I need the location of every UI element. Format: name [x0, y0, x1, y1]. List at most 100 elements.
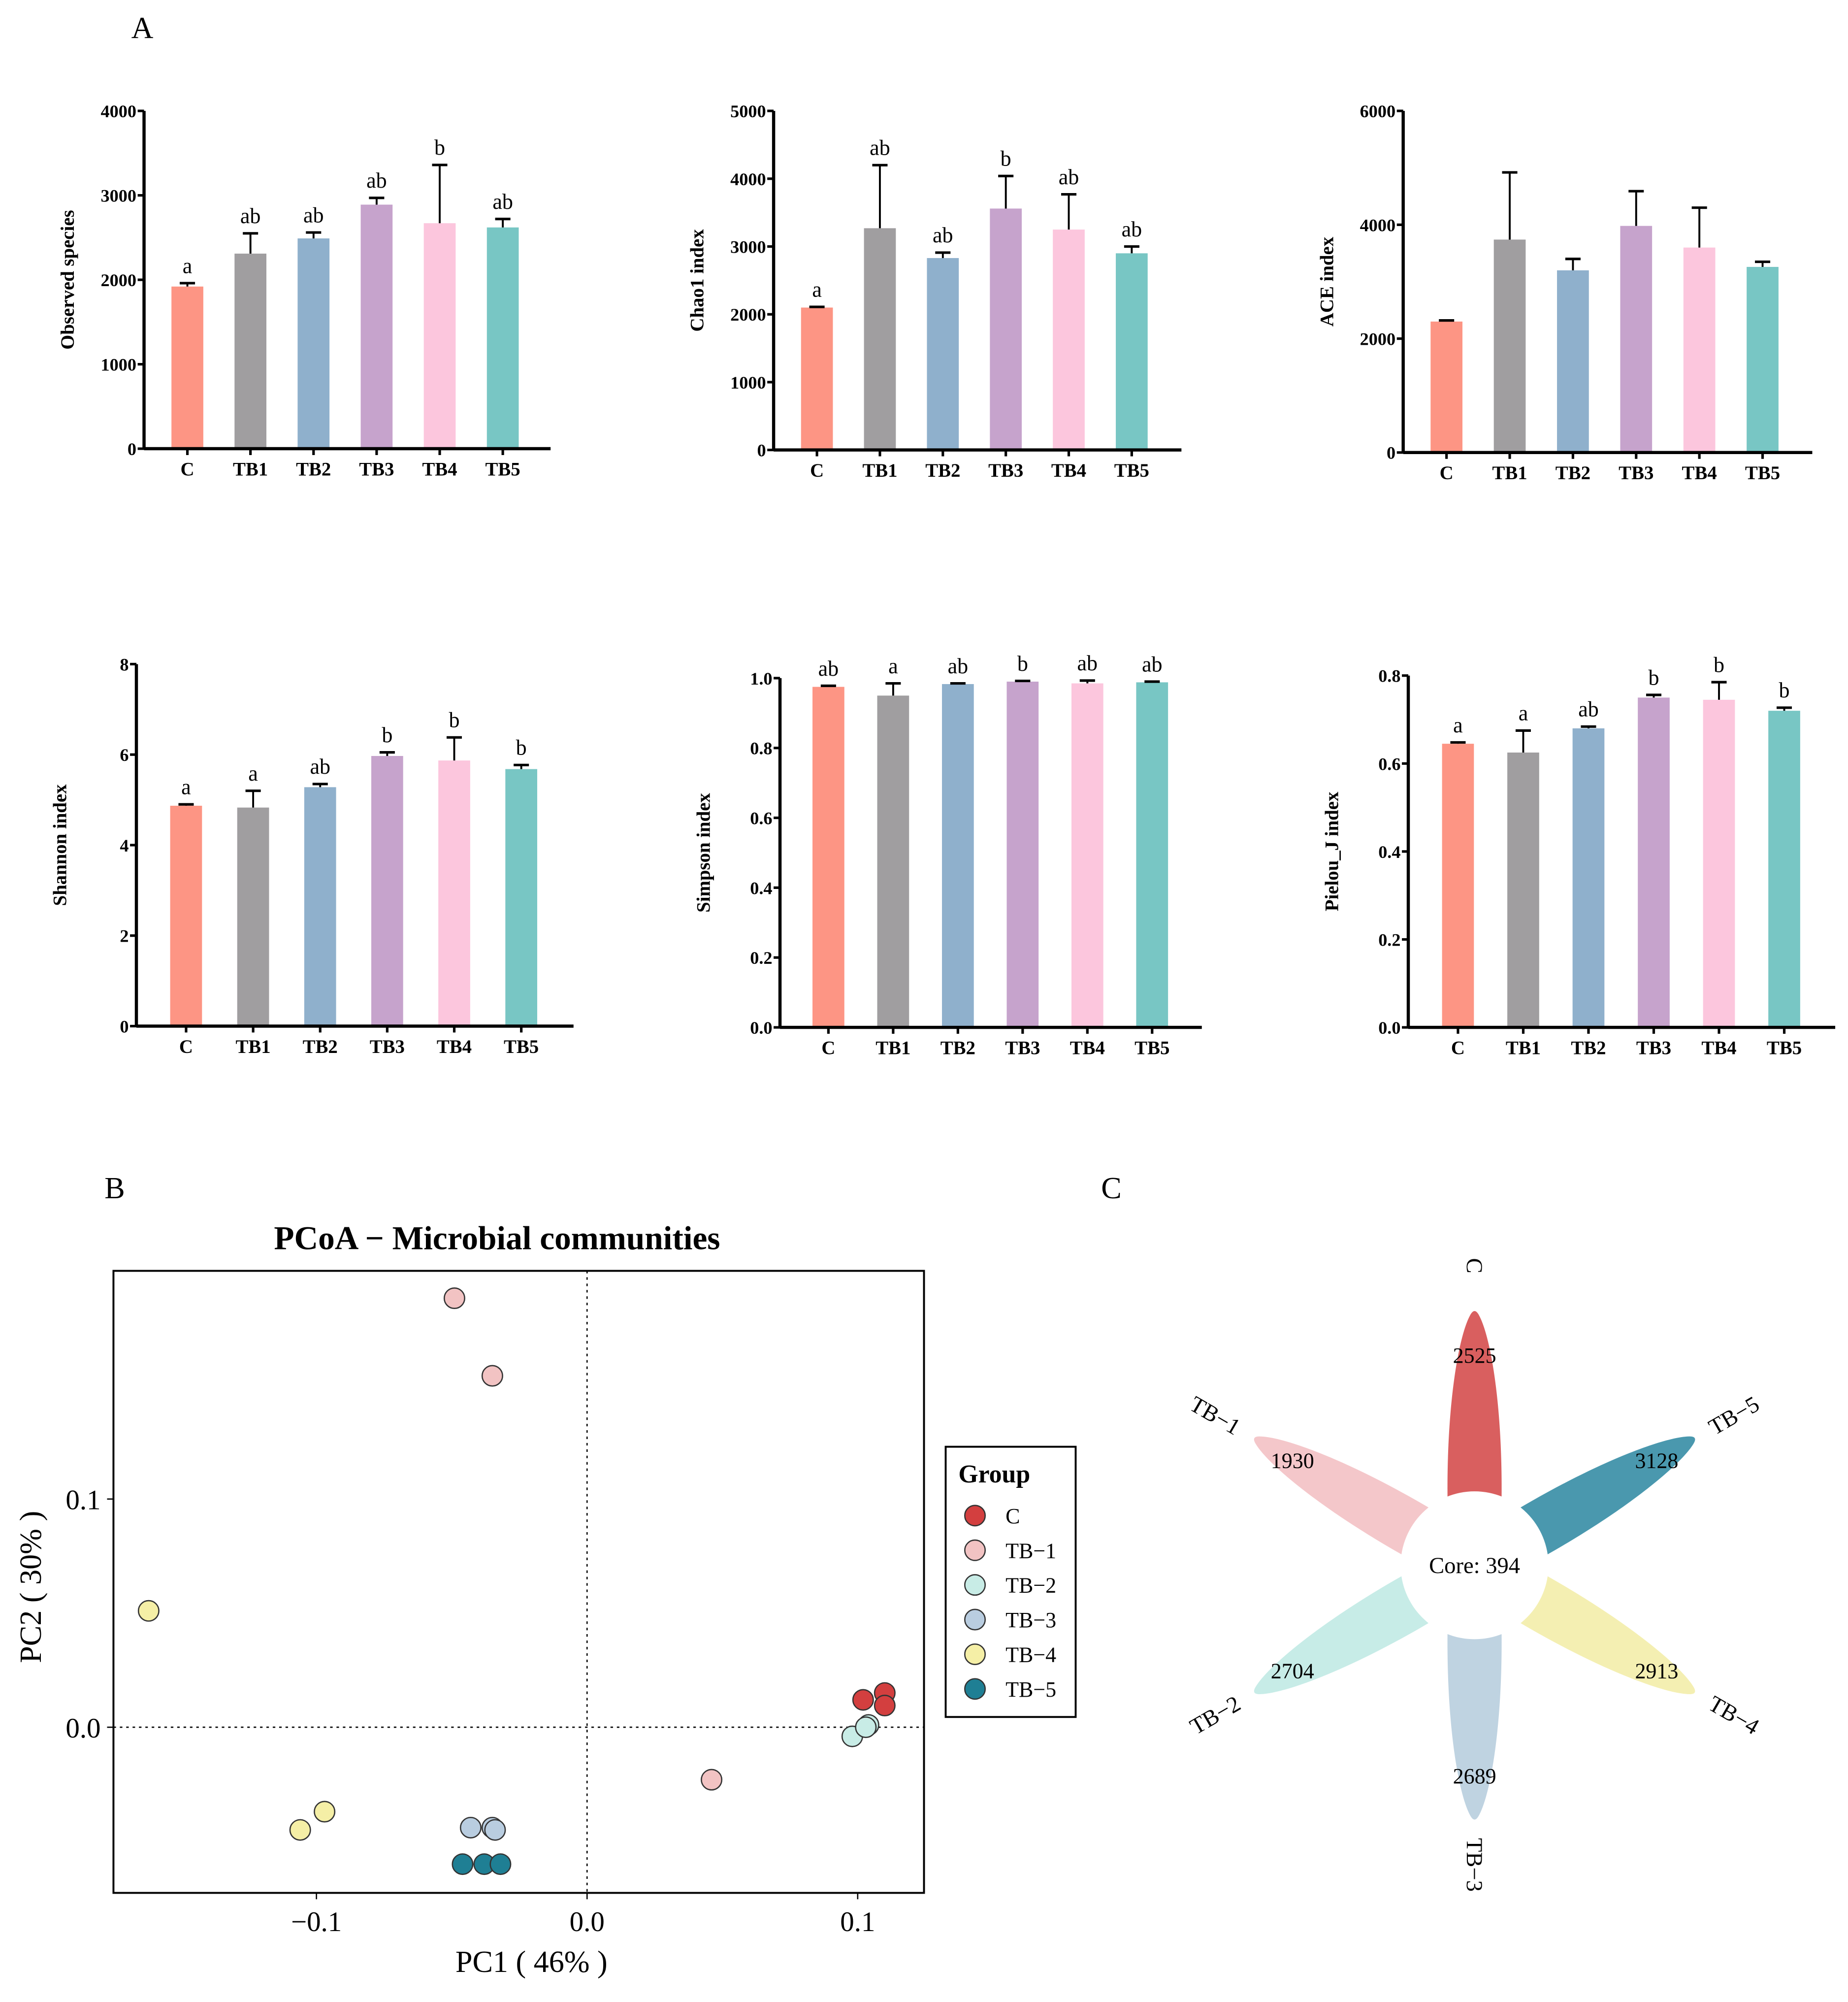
- point-TB−2: [855, 1716, 877, 1739]
- significance-letter: b: [1779, 678, 1790, 702]
- y-tick-label: 6: [120, 745, 129, 765]
- bar-C: [170, 806, 202, 1026]
- point-TB−1: [481, 1365, 503, 1387]
- significance-letter: b: [1001, 147, 1011, 171]
- y-tick-label: 5000: [730, 101, 766, 121]
- y-tick-label: 0.8: [750, 739, 772, 758]
- y-tick-label: 4000: [1360, 215, 1395, 235]
- bar-TB4: [438, 760, 470, 1026]
- legend-label: TB−3: [1005, 1608, 1056, 1632]
- point-TB−1: [443, 1287, 465, 1310]
- y-axis-label: Observed species: [57, 210, 78, 350]
- y-tick-label: 1.0: [750, 669, 772, 689]
- bar-TB3: [371, 755, 403, 1026]
- bar-TB2: [1572, 728, 1605, 1028]
- plot-frame: [112, 1270, 925, 1894]
- point-TB−4: [314, 1801, 336, 1823]
- point-C: [852, 1689, 874, 1711]
- bar-chart-2: 0 1000 2000 3000 4000 5000 Chao1 index Ca TB1 ab T…: [687, 101, 1182, 481]
- y-tick-label: 0.0: [750, 1018, 772, 1038]
- x-tick-label: TB1: [1492, 462, 1527, 484]
- bar-chart-3: 0 2000 4000 6000 ACE index C TB1 TB2 TB3 TB4 TB5: [1316, 101, 1813, 484]
- point-TB−5: [452, 1853, 474, 1875]
- x-tick-label: C: [821, 1037, 835, 1058]
- significance-letter: b: [1714, 653, 1724, 677]
- point-TB−5: [489, 1853, 512, 1875]
- petal-TB−2: [1254, 1567, 1444, 1694]
- x-tick-label: TB5: [486, 459, 520, 480]
- panel-label-c: C: [1101, 1172, 1121, 1205]
- petal-value: 2913: [1635, 1659, 1678, 1683]
- bar-C: [1442, 744, 1474, 1028]
- x-tick-label: TB2: [303, 1036, 338, 1057]
- legend-swatch: [964, 1505, 986, 1527]
- petal-value: 3128: [1635, 1448, 1678, 1473]
- x-tick-label: TB1: [862, 460, 897, 481]
- bar-TB3: [1006, 682, 1039, 1028]
- x-tick-label: TB5: [504, 1036, 539, 1057]
- point-TB−1: [701, 1769, 723, 1791]
- point-C: [874, 1695, 896, 1717]
- y-tick-label: 0.0: [1378, 1018, 1400, 1038]
- x-tick-label: TB2: [940, 1037, 975, 1058]
- bar-TB3: [990, 208, 1022, 450]
- y-tick-label: 0: [757, 441, 766, 460]
- bar-TB4: [1703, 699, 1735, 1028]
- x-tick-label: C: [179, 1036, 193, 1057]
- petal-label: C: [1461, 1258, 1487, 1274]
- x-tick-label: TB1: [875, 1037, 910, 1058]
- y-tick-label: 4000: [101, 101, 136, 121]
- petal-label: TB−1: [1185, 1391, 1244, 1441]
- bar-TB1: [234, 253, 266, 449]
- significance-letter: ab: [1059, 165, 1079, 189]
- y-tick-label: 2000: [101, 270, 136, 290]
- bar-TB5: [486, 227, 519, 449]
- significance-letter: ab: [870, 136, 890, 160]
- bar-TB4: [1071, 683, 1103, 1028]
- significance-letter: b: [1017, 652, 1028, 676]
- bar-TB5: [1768, 711, 1800, 1028]
- core-label: Core: 394: [1429, 1553, 1520, 1578]
- y-tick-label: 0.6: [750, 809, 772, 828]
- significance-letter: ab: [818, 656, 839, 681]
- bar-TB1: [1507, 752, 1539, 1028]
- bar-TB2: [304, 787, 336, 1026]
- x-tick-label: TB5: [1745, 462, 1780, 484]
- bar-C: [801, 307, 833, 450]
- x-tick-label: TB3: [370, 1036, 405, 1057]
- x-tick-label: TB2: [925, 460, 960, 481]
- y-tick-label: 0: [120, 1017, 129, 1036]
- petal-value: 1930: [1271, 1448, 1314, 1473]
- legend-swatch: [964, 1539, 986, 1561]
- petal-label: TB−2: [1186, 1691, 1245, 1740]
- bar-TB2: [297, 238, 330, 449]
- x-tick-label: C: [181, 459, 195, 480]
- legend-title: Group: [958, 1460, 1030, 1488]
- x-tick-label: TB4: [1701, 1037, 1736, 1058]
- x-tick-label: −0.1: [291, 1906, 342, 1937]
- significance-letter: b: [434, 135, 445, 160]
- y-tick-label: 4000: [730, 169, 766, 189]
- core-circle: [1400, 1491, 1549, 1640]
- bar-chart-1: 0 1000 2000 3000 4000 Observed species Ca TB1 ab…: [57, 101, 551, 480]
- legend: Group C TB−1 TB−2 TB−3 TB−4 TB−5: [944, 1445, 1077, 1718]
- petal-label: TB−4: [1704, 1691, 1763, 1740]
- legend-swatch: [964, 1643, 986, 1665]
- x-tick-label: 0.0: [570, 1906, 605, 1937]
- y-tick-label: 4: [120, 836, 129, 855]
- x-tick-label: TB2: [1571, 1037, 1606, 1058]
- bar-TB1: [1493, 239, 1526, 453]
- petal-label: TB−3: [1461, 1838, 1487, 1892]
- y-tick-label: 1000: [730, 373, 766, 393]
- petal-TB−1: [1254, 1436, 1444, 1563]
- x-tick-label: C: [1451, 1037, 1465, 1058]
- significance-letter: ab: [1142, 652, 1163, 676]
- y-tick-label: 6000: [1360, 101, 1395, 121]
- y-tick-label: 0: [128, 439, 136, 459]
- x-tick-label: TB1: [235, 1036, 270, 1057]
- y-axis-label: Pielou_J index: [1322, 791, 1343, 911]
- legend-label: TB−2: [1005, 1574, 1056, 1598]
- legend-label: TB−4: [1005, 1642, 1056, 1667]
- significance-letter: a: [181, 775, 191, 799]
